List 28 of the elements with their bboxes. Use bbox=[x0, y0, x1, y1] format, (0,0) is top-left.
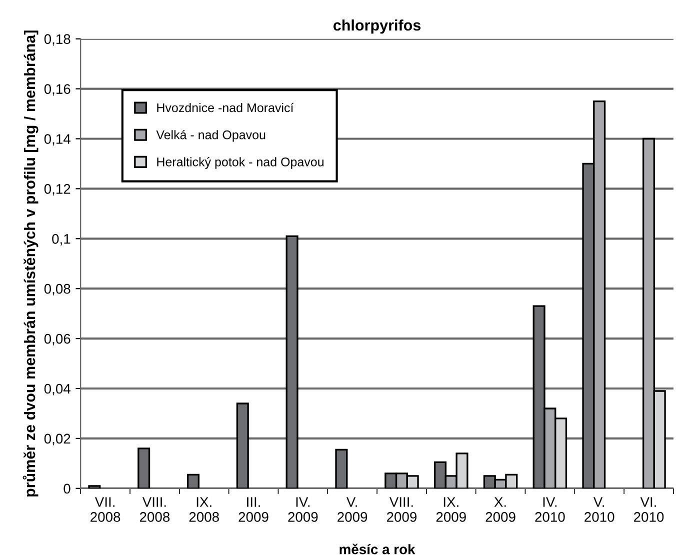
x-tick-label: VII. 2008 bbox=[90, 497, 120, 522]
x-tick-label: IV. 2010 bbox=[535, 497, 565, 522]
y-axis-title: průměr ze dvou membrán umístěných v profilu [mg / membrána] bbox=[22, 30, 38, 496]
y-tick-label: 0,12 bbox=[44, 184, 70, 196]
y-tick-label: 0,06 bbox=[44, 334, 70, 346]
x-tick-label: VIII. 2009 bbox=[386, 497, 417, 522]
y-tick-label: 0,04 bbox=[44, 384, 70, 396]
x-axis-title: měsíc a rok bbox=[340, 544, 416, 554]
chart-title: chlorpyrifos bbox=[333, 19, 421, 34]
y-tick-label: 0 bbox=[64, 484, 70, 494]
y-tick-label: 0,16 bbox=[44, 84, 70, 96]
x-tick-label: IX. 2009 bbox=[436, 497, 466, 522]
legend-label: Heraltický potok - nad Opavou bbox=[157, 157, 324, 169]
x-tick-label: V. 2009 bbox=[338, 497, 368, 522]
y-tick-label: 0,02 bbox=[44, 434, 70, 446]
x-tick-label: III. 2009 bbox=[238, 497, 268, 522]
y-tick-label: 0,08 bbox=[44, 284, 70, 296]
x-tick-label: IX. 2008 bbox=[189, 497, 219, 522]
legend-label: Velká - nad Opavou bbox=[156, 130, 266, 142]
y-tick-label: 0,1 bbox=[52, 234, 70, 246]
x-tick-label: V. 2010 bbox=[584, 497, 614, 522]
x-tick-label: VI. 2010 bbox=[634, 497, 664, 522]
legend-label: Hvozdnice -nad Moravicí bbox=[157, 102, 294, 112]
x-tick-label: VIII. 2008 bbox=[140, 497, 170, 522]
x-tick-label: X. 2009 bbox=[486, 497, 516, 522]
x-tick-label: IV. 2009 bbox=[288, 497, 318, 522]
y-tick-label: 0,14 bbox=[44, 134, 70, 146]
y-tick-label: 0,18 bbox=[44, 34, 70, 46]
